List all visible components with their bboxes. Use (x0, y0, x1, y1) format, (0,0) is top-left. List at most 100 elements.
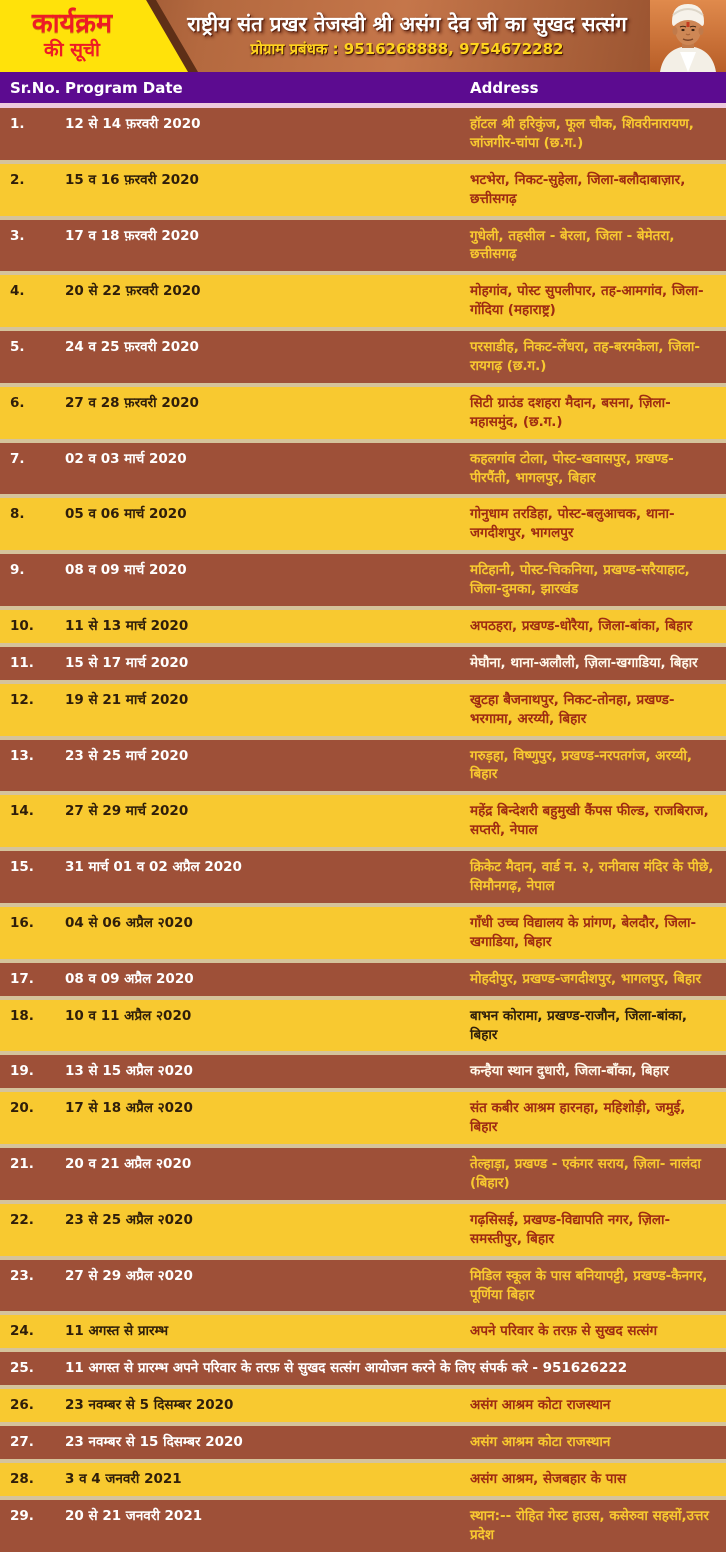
row-serial-number: 10. (10, 618, 34, 635)
table-row: 17. 08 व 09 अप्रैल 2020 मोहदीपुर, प्रखण्ड-… (0, 958, 726, 996)
row-program-date: 17 व 18 फ़रवरी 2020 (65, 227, 199, 244)
row-address: असंग आश्रम कोटा राजस्थान (470, 1397, 611, 1414)
row-serial-number: 23. (10, 1267, 34, 1284)
table-row: 14. 27 से 29 मार्च 2020 महेंद्र बिन्देशरी … (0, 791, 726, 848)
row-program-date: 11 से 13 मार्च 2020 (65, 618, 189, 635)
row-address: तेल्हाड़ा, प्रखण्ड - एकंगर सराय, ज़िला- … (470, 1156, 701, 1191)
table-row: 13. 23 से 25 मार्च 2020 गरुड़हा, विष्णुपुर… (0, 735, 726, 792)
row-serial-number: 17. (10, 970, 34, 987)
row-address: मोहदीपुर, प्रखण्ड-जगदीशपुर, भागलपुर, बिह… (470, 970, 702, 987)
row-serial-number: 5. (10, 339, 25, 356)
row-program-date: 20 से 21 जनवरी 2021 (65, 1507, 203, 1524)
row-address: खुटहा बैजनाथपुर, निकट-तोनहा, प्रखण्ड-भरग… (470, 691, 675, 727)
table-row: 24. 11 अगस्त से प्रारम्भ अपने परिवार के तर… (0, 1311, 726, 1349)
table-row: 28. 3 व 4 जनवरी 2021 असंग आश्रम, सेजबहार क… (0, 1458, 726, 1496)
table-row: 19. 13 से 15 अप्रैल २020 कन्हैया स्थान दुध… (0, 1051, 726, 1089)
column-header-address: Address (470, 78, 539, 97)
row-address: मोहगांव, पोस्ट सुपलीपार, तह-आमगांव, जिला… (470, 283, 704, 319)
row-program-date: 19 से 21 मार्च 2020 (65, 691, 189, 708)
table-row: 18. 10 व 11 अप्रैल २020 बाभन कोरामा, प्रखण… (0, 995, 726, 1052)
row-program-date: 11 अगस्त से प्रारम्भ अपने परिवार के तरफ़… (65, 1360, 628, 1377)
row-program-date: 23 नवम्बर से 5 दिसम्बर 2020 (65, 1397, 234, 1414)
table-row: 22. 23 से 25 अप्रैल २020 गढ़सिसई, प्रखण्ड-… (0, 1199, 726, 1256)
row-program-date: 27 से 29 अप्रैल २020 (65, 1267, 193, 1284)
header-separator (0, 103, 726, 108)
badge-title-line1: कार्यक्रम (31, 8, 113, 40)
row-address: कन्हैया स्थान दुधारी, जिला-बाँका, बिहार (470, 1063, 669, 1080)
table-row: 3. 17 व 18 फ़रवरी 2020 गुधेली, तहसील - बेर… (0, 215, 726, 272)
row-serial-number: 20. (10, 1100, 34, 1117)
row-program-date: 20 व 21 अप्रैल २020 (65, 1156, 192, 1173)
table-row: 4. 20 से 22 फ़रवरी 2020 मोहगांव, पोस्ट सुप… (0, 271, 726, 328)
table-row: 27. 23 नवम्बर से 15 दिसम्बर 2020 असंग आश्र… (0, 1422, 726, 1459)
column-header-program-date: Program Date (65, 78, 183, 97)
table-row: 6. 27 व 28 फ़रवरी 2020 सिटी ग्राउंड दशहरा … (0, 382, 726, 439)
table-row: 7. 02 व 03 मार्च 2020 कहलगांव टोला, पोस्ट-… (0, 438, 726, 495)
row-program-date: 20 से 22 फ़रवरी 2020 (65, 283, 201, 300)
row-address: गढ़सिसई, प्रखण्ड-विद्यापति नगर, ज़िला-सम… (470, 1211, 671, 1247)
row-program-date: 23 नवम्बर से 15 दिसम्बर 2020 (65, 1434, 243, 1451)
row-program-date: 24 व 25 फ़रवरी 2020 (65, 339, 199, 356)
row-serial-number: 16. (10, 914, 34, 931)
row-serial-number: 24. (10, 1323, 34, 1340)
row-serial-number: 27. (10, 1434, 34, 1451)
row-address: मेघौना, थाना-अलौली, ज़िला-खगाडिया, बिहार (470, 654, 698, 671)
row-serial-number: 8. (10, 506, 25, 523)
table-row: 5. 24 व 25 फ़रवरी 2020 परसाडीह, निकट-लेंधर… (0, 327, 726, 383)
row-address: स्थान:-- रोहित गेस्ट हाउस, कसेरुवा सहसों… (470, 1507, 709, 1543)
row-serial-number: 15. (10, 859, 34, 876)
row-address: असंग आश्रम, सेजबहार के पास (470, 1470, 627, 1487)
row-address: हॉटल श्री हरिकुंज, फूल चौक, शिवरीनारायण,… (470, 116, 694, 151)
table-row: 29. 20 से 21 जनवरी 2021 स्थान:-- रोहित गेस… (0, 1495, 726, 1552)
row-address: मटिहानी, पोस्ट-चिकनिया, प्रखण्ड-सरैयाहाट… (470, 562, 690, 598)
row-address: परसाडीह, निकट-लेंधरा, तह-बरमकेला, जिला-र… (470, 339, 700, 375)
row-serial-number: 1. (10, 116, 25, 132)
row-address: भटभेरा, निकट-सुहेला, जिला-बलौदाबाज़ार, छ… (470, 171, 686, 207)
row-serial-number: 13. (10, 747, 34, 764)
row-serial-number: 19. (10, 1063, 34, 1080)
saint-photo (650, 0, 726, 72)
table-row: 11. 15 से 17 मार्च 2020 मेघौना, थाना-अलौली… (0, 642, 726, 680)
table-row: 15. 31 मार्च 01 व 02 अप्रैल 2020 क्रिकेट म… (0, 847, 726, 903)
row-serial-number: 11. (10, 654, 34, 671)
page-title: राष्ट्रीय संत प्रखर तेजस्वी श्री असंग दे… (187, 12, 627, 37)
row-program-date: 15 व 16 फ़रवरी 2020 (65, 171, 199, 188)
row-program-date: 17 से 18 अप्रैल २020 (65, 1100, 193, 1117)
schedule-table: 1. 12 से 14 फ़रवरी 2020 हॉटल श्री हरिकुंज,… (0, 108, 726, 1552)
table-row: 21. 20 व 21 अप्रैल २020 तेल्हाड़ा, प्रखण्ड… (0, 1144, 726, 1200)
row-serial-number: 7. (10, 450, 25, 467)
row-serial-number: 25. (10, 1360, 34, 1377)
row-address: अपठहरा, प्रखण्ड-धोरैया, जिला-बांका, बिहा… (470, 618, 693, 635)
header-banner: कार्यक्रम की सूची राष्ट्रीय संत प्रखर ते… (0, 0, 726, 72)
row-address: बाभन कोरामा, प्रखण्ड-राजौन, जिला-बांका, … (470, 1007, 687, 1043)
row-program-date: 02 व 03 मार्च 2020 (65, 450, 187, 467)
table-header-row: Sr.No. Program Date Address (0, 72, 726, 103)
row-serial-number: 14. (10, 803, 34, 820)
row-address: गुधेली, तहसील - बेरला, जिला - बेमेतरा, छ… (470, 227, 675, 263)
program-manager-phone: प्रोग्राम प्रबंधक : 9516268888, 97546722… (250, 39, 564, 58)
row-serial-number: 6. (10, 394, 25, 411)
header-title-block: राष्ट्रीय संत प्रखर तेजस्वी श्री असंग दे… (168, 0, 646, 72)
table-row: 23. 27 से 29 अप्रैल २020 मिडिल स्कूल के पा… (0, 1255, 726, 1312)
row-program-date: 3 व 4 जनवरी 2021 (65, 1470, 182, 1487)
row-serial-number: 26. (10, 1397, 34, 1414)
row-serial-number: 28. (10, 1470, 34, 1487)
row-address: महेंद्र बिन्देशरी बहुमुखी कैंपस फील्ड, र… (470, 803, 709, 839)
row-serial-number: 22. (10, 1211, 34, 1228)
table-row: 20. 17 से 18 अप्रैल २020 संत कबीर आश्रम हा… (0, 1088, 726, 1145)
row-program-date: 04 से 06 अप्रैल २020 (65, 914, 193, 931)
badge-title-line2: की सूची (44, 38, 100, 61)
row-serial-number: 9. (10, 562, 25, 579)
table-row: 8. 05 व 06 मार्च 2020 गोनुधाम तरडिहा, पोस्… (0, 494, 726, 551)
table-row: 9. 08 व 09 मार्च 2020 मटिहानी, पोस्ट-चिकनि… (0, 550, 726, 607)
row-serial-number: 4. (10, 283, 25, 300)
table-row: 26. 23 नवम्बर से 5 दिसम्बर 2020 असंग आश्रम… (0, 1385, 726, 1423)
row-program-date: 10 व 11 अप्रैल २020 (65, 1007, 192, 1024)
row-program-date: 23 से 25 मार्च 2020 (65, 747, 189, 764)
row-serial-number: 3. (10, 227, 25, 244)
column-header-srno: Sr.No. (10, 78, 61, 97)
table-row: 1. 12 से 14 फ़रवरी 2020 हॉटल श्री हरिकुंज,… (0, 108, 726, 160)
row-address: गरुड़हा, विष्णुपुर, प्रखण्ड-नरपतगंज, अरय… (470, 747, 693, 783)
row-program-date: 08 व 09 मार्च 2020 (65, 562, 187, 579)
